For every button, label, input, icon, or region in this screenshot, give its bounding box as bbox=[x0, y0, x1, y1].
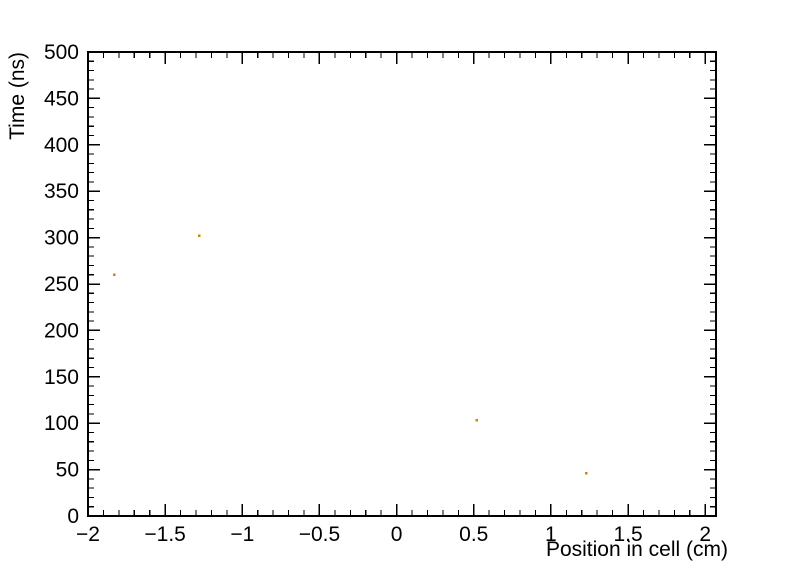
x-tick-label: −0.5 bbox=[299, 523, 340, 546]
y-tick-label: 400 bbox=[44, 134, 79, 157]
y-tick-label: 350 bbox=[44, 180, 79, 203]
y-tick-label: 100 bbox=[44, 412, 79, 435]
x-axis-title: Position in cell (cm) bbox=[546, 538, 728, 561]
x-axis-tick-labels: −2 −1.5 −1 −0.5 0 0.5 1 1.5 2 bbox=[76, 523, 711, 546]
y-tick-label: 500 bbox=[44, 41, 79, 64]
y-tick-label: 200 bbox=[44, 319, 79, 342]
y-axis-title: Time (ns) bbox=[6, 52, 29, 140]
y-tick-label: 300 bbox=[44, 227, 79, 250]
data-point bbox=[475, 419, 479, 422]
y-tick-label: 50 bbox=[56, 459, 79, 482]
data-point bbox=[113, 273, 116, 276]
y-tick-label: 0 bbox=[67, 505, 79, 528]
y-tick-label: 150 bbox=[44, 366, 79, 389]
data-point bbox=[197, 234, 201, 237]
x-tick-label: 2 bbox=[699, 523, 711, 546]
x-tick-label: 0 bbox=[391, 523, 403, 546]
x-axis-ticks bbox=[87, 52, 706, 516]
x-tick-label: 1.5 bbox=[613, 523, 642, 546]
plot-frame bbox=[87, 51, 717, 517]
y-tick-label: 250 bbox=[44, 273, 79, 296]
y-tick-label: 450 bbox=[44, 87, 79, 110]
y-axis-ticks bbox=[88, 51, 716, 517]
x-tick-label: −1.5 bbox=[144, 523, 185, 546]
x-tick-label: −2 bbox=[76, 523, 100, 546]
data-point-series bbox=[113, 234, 588, 475]
x-tick-label: 0.5 bbox=[459, 523, 488, 546]
x-tick-label: 1 bbox=[545, 523, 557, 546]
x-tick-label: −1 bbox=[230, 523, 254, 546]
y-axis-tick-labels: 0 50 100 150 200 250 300 350 400 450 500 bbox=[44, 41, 79, 528]
data-point bbox=[585, 472, 588, 475]
